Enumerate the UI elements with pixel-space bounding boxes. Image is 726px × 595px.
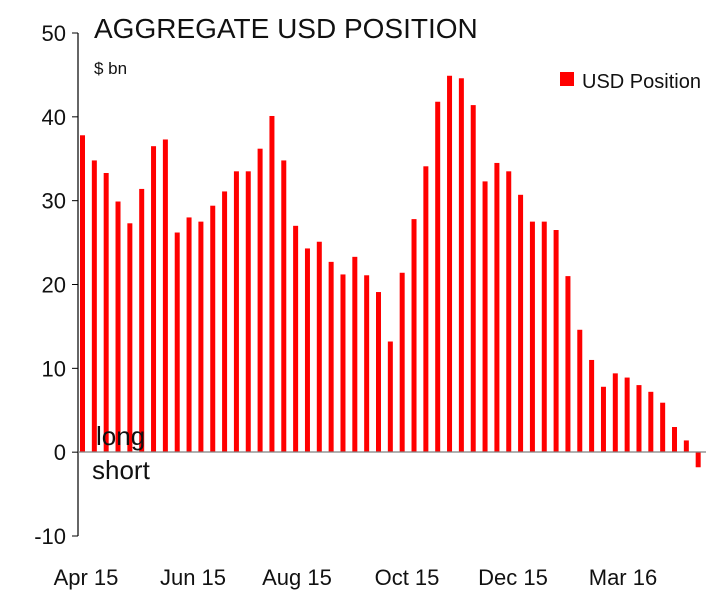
bar	[281, 160, 287, 453]
bar	[387, 341, 393, 453]
bar	[600, 386, 606, 453]
bar	[435, 101, 441, 453]
x-tick-label: Aug 15	[262, 565, 332, 590]
bar	[376, 292, 381, 453]
bar	[139, 188, 145, 453]
bar	[186, 217, 192, 453]
bar	[660, 402, 666, 453]
bar	[316, 241, 322, 453]
bar	[423, 166, 429, 453]
bar	[683, 440, 689, 453]
x-tick-label: Apr 15	[54, 565, 119, 590]
y-tick-label: 20	[42, 273, 66, 298]
bars	[80, 75, 701, 468]
bar	[80, 135, 85, 453]
bar	[162, 139, 168, 453]
long-label: long	[96, 421, 145, 451]
bar	[91, 160, 97, 453]
bar	[222, 191, 228, 453]
bar	[269, 115, 275, 453]
bar	[541, 221, 547, 453]
bar	[577, 329, 583, 453]
x-tick-label: Dec 15	[478, 565, 548, 590]
bar	[174, 232, 180, 453]
y-tick-label: 30	[42, 189, 66, 214]
bar	[151, 146, 157, 453]
bar	[553, 230, 559, 453]
x-tick-label: Mar 16	[589, 565, 657, 590]
bar	[364, 275, 370, 453]
bar	[695, 452, 701, 468]
bar	[257, 148, 263, 453]
bar	[565, 276, 571, 453]
bar	[447, 75, 453, 453]
bar	[612, 373, 618, 453]
bar	[340, 274, 346, 453]
short-label: short	[92, 455, 151, 485]
bar	[648, 391, 654, 453]
bar	[399, 272, 405, 453]
bar	[198, 221, 204, 453]
bar	[304, 248, 310, 453]
bar	[494, 162, 500, 453]
y-tick-label: 40	[42, 105, 66, 130]
y-tick-label: 50	[42, 21, 66, 46]
bar	[411, 219, 417, 453]
bar	[293, 225, 299, 453]
bar	[127, 223, 133, 453]
y-axis-ticks: 50 40 30 20 10 0 -10	[34, 21, 78, 549]
bar	[103, 173, 109, 453]
legend: USD Position	[560, 71, 701, 93]
bar	[482, 181, 488, 453]
x-axis-ticks: Apr 15 Jun 15 Aug 15 Oct 15 Dec 15 Mar 16	[54, 565, 658, 590]
bar	[624, 377, 630, 453]
bar	[458, 78, 464, 453]
chart-title: AGGREGATE USD POSITION	[94, 13, 478, 44]
bar	[245, 171, 251, 453]
y-tick-label: -10	[34, 524, 66, 549]
bar	[352, 256, 358, 453]
legend-swatch	[560, 72, 574, 86]
legend-label: USD Position	[582, 71, 701, 93]
bar	[328, 261, 334, 453]
bar	[518, 194, 524, 453]
y-tick-label: 0	[54, 440, 66, 465]
bar	[115, 201, 121, 453]
bar	[506, 171, 512, 453]
bar	[589, 359, 595, 453]
y-tick-label: 10	[42, 356, 66, 381]
x-tick-label: Jun 15	[160, 565, 226, 590]
bar	[210, 205, 216, 453]
bar	[233, 171, 239, 453]
bar	[636, 385, 642, 453]
x-tick-label: Oct 15	[375, 565, 440, 590]
bar	[470, 105, 476, 453]
bar	[529, 221, 535, 453]
unit-label: $ bn	[94, 59, 127, 78]
bar	[672, 427, 677, 453]
